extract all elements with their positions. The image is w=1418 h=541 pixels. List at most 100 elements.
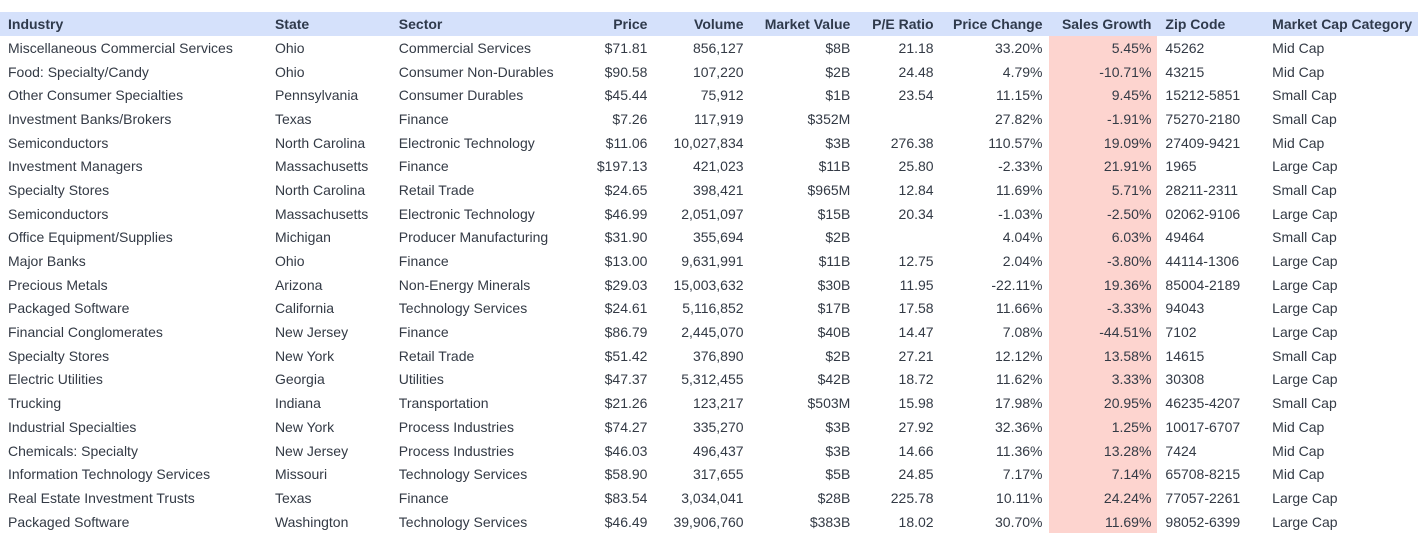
column-header-volume[interactable]: Volume <box>694 16 744 32</box>
cell-industry: Miscellaneous Commercial Services <box>8 39 233 56</box>
cell-state: New Jersey <box>274 442 349 459</box>
cell-zip-code: 45262 <box>1165 39 1205 56</box>
table-row[interactable]: Precious Metals Arizona Non-Energy Mineral… <box>0 272 1418 297</box>
cell-zip-code: 7102 <box>1165 324 1197 341</box>
column-header-sales-growth[interactable]: Sales Growth <box>1048 12 1158 36</box>
cell-price-change: -2.33% <box>998 158 1043 175</box>
table-row[interactable]: Real Estate Investment Trusts Texas Financ… <box>0 486 1418 510</box>
column-header-price-change[interactable]: Price Change <box>953 16 1043 32</box>
cell-state: Michigan <box>274 229 331 246</box>
table-row[interactable]: Chemicals: Specialty New Jersey Process In… <box>0 438 1418 463</box>
cell-price-change: 10.11% <box>996 489 1043 506</box>
cell-price: $24.65 <box>604 181 648 198</box>
table-row[interactable]: Miscellaneous Commercial Services Ohio Com… <box>0 36 1418 60</box>
cell-sales-growth: -44.51% <box>1048 320 1158 344</box>
cell-sales-growth: 20.95% <box>1048 391 1158 415</box>
cell-pe-ratio: 17.58 <box>898 300 934 317</box>
cell-market-value: $1B <box>825 87 851 104</box>
cell-market-cap-category: Mid Cap <box>1272 134 1325 151</box>
cell-pe-ratio: 24.85 <box>898 466 934 483</box>
table-row[interactable]: Major Banks Ohio Finance $13.00 9,631,991 $11… <box>0 249 1418 273</box>
cell-market-cap-category: Large Cap <box>1272 300 1338 317</box>
cell-market-cap-category: Large Cap <box>1272 205 1338 222</box>
cell-price: $197.13 <box>596 158 648 175</box>
cell-price-change: 17.98% <box>995 395 1043 412</box>
cell-market-value: $11B <box>818 253 851 270</box>
cell-pe-ratio: 21.18 <box>898 39 934 56</box>
column-header-industry[interactable]: Industry <box>8 16 64 32</box>
cell-market-cap-category: Mid Cap <box>1272 39 1325 56</box>
table-row[interactable]: Semiconductors Massachusetts Electronic Te… <box>0 201 1418 226</box>
cell-pe-ratio: 14.47 <box>898 324 934 341</box>
cell-state: Indiana <box>274 395 321 412</box>
table-row[interactable]: Information Technology Services Missouri T… <box>0 462 1418 487</box>
column-header-market-value[interactable]: Market Value <box>764 16 851 32</box>
cell-sales-growth: 24.24% <box>1048 486 1158 510</box>
table-row[interactable]: Office Equipment/Supplies Michigan Produce… <box>0 225 1418 250</box>
cell-volume: 5,116,852 <box>682 300 744 317</box>
cell-sales-growth: 1.25% <box>1048 415 1158 439</box>
cell-sales-growth: 3.33% <box>1048 367 1158 392</box>
cell-price-change: 7.08% <box>1002 324 1043 341</box>
table-row[interactable]: Specialty Stores New York Retail Trade $51.… <box>0 343 1418 368</box>
column-header-market-cap-category[interactable]: Market Cap Category <box>1272 16 1413 32</box>
cell-market-cap-category: Large Cap <box>1272 276 1338 293</box>
table-row[interactable]: Specialty Stores North Carolina Retail Tra… <box>0 178 1418 202</box>
table-row[interactable]: Industrial Specialties New York Process In… <box>0 415 1418 439</box>
cell-market-cap-category: Large Cap <box>1272 489 1338 506</box>
cell-market-value: $2B <box>825 63 851 80</box>
cell-price: $46.49 <box>604 513 648 530</box>
column-header-state[interactable]: State <box>274 16 310 32</box>
cell-price-change: 4.79% <box>1002 63 1043 80</box>
cell-market-value: $352M <box>807 110 851 127</box>
cell-zip-code: 28211-2311 <box>1165 181 1239 198</box>
table-row[interactable]: Investment Managers Massachusetts Finance $… <box>0 154 1418 179</box>
table-row[interactable]: Investment Banks/Brokers Texas Finance $7.2… <box>0 107 1418 131</box>
cell-sector: Retail Trade <box>398 347 475 364</box>
column-header-price[interactable]: Price <box>613 16 648 32</box>
cell-market-cap-category: Mid Cap <box>1272 442 1325 459</box>
cell-volume: 421,023 <box>692 158 744 175</box>
cell-sector: Retail Trade <box>398 181 475 198</box>
cell-state: Massachusetts <box>274 205 369 222</box>
cell-pe-ratio: 24.48 <box>898 63 934 80</box>
cell-industry: Other Consumer Specialties <box>8 87 184 104</box>
cell-pe-ratio: 12.75 <box>898 253 934 270</box>
cell-sector: Consumer Durables <box>398 87 524 104</box>
cell-price: $46.99 <box>604 205 648 222</box>
cell-zip-code: 10017-6707 <box>1165 418 1241 435</box>
cell-price-change: -1.03% <box>998 205 1043 222</box>
cell-industry: Specialty Stores <box>8 347 110 364</box>
cell-market-cap-category: Small Cap <box>1272 229 1337 246</box>
table-row[interactable]: Packaged Software California Technology Se… <box>0 296 1418 321</box>
cell-price-change: 4.04% <box>1002 229 1043 246</box>
cell-volume: 2,051,097 <box>681 205 744 222</box>
column-header-zip-code[interactable]: Zip Code <box>1165 16 1226 32</box>
cell-market-value: $965M <box>807 181 851 198</box>
cell-sales-growth: 7.14% <box>1048 462 1158 487</box>
table-row[interactable]: Trucking Indiana Transportation $21.26 123,2… <box>0 391 1418 415</box>
table-row[interactable]: Food: Specialty/Candy Ohio Consumer Non-Du… <box>0 59 1418 84</box>
cell-industry: Information Technology Services <box>8 466 211 483</box>
table-row[interactable]: Packaged Software Washington Technology Se… <box>0 509 1418 534</box>
cell-price-change: 33.20% <box>995 39 1043 56</box>
column-header-sector[interactable]: Sector <box>398 16 443 32</box>
cell-state: Ohio <box>274 253 305 270</box>
cell-pe-ratio <box>856 226 939 250</box>
cell-industry: Industrial Specialties <box>8 418 137 435</box>
cell-pe-ratio: 27.21 <box>898 347 934 364</box>
column-header-pe-ratio[interactable]: P/E Ratio <box>872 16 934 32</box>
table-row[interactable]: Financial Conglomerates New Jersey Finance… <box>0 320 1418 344</box>
table-row[interactable]: Other Consumer Specialties Pennsylvania Co… <box>0 83 1418 108</box>
cell-price: $21.26 <box>604 395 648 412</box>
cell-price: $45.44 <box>604 87 648 104</box>
cell-state: Massachusetts <box>274 158 369 175</box>
cell-zip-code: 27409-9421 <box>1165 134 1241 151</box>
cell-volume: 398,421 <box>692 181 744 198</box>
cell-zip-code: 77057-2261 <box>1165 489 1241 506</box>
table-row[interactable]: Semiconductors North Carolina Electronic T… <box>0 130 1418 155</box>
table-row[interactable]: Electric Utilities Georgia Utilities $47.37… <box>0 367 1418 392</box>
cell-sales-growth: 19.09% <box>1048 130 1158 155</box>
cell-state: Washington <box>274 513 349 530</box>
cell-sector: Process Industries <box>398 442 514 459</box>
